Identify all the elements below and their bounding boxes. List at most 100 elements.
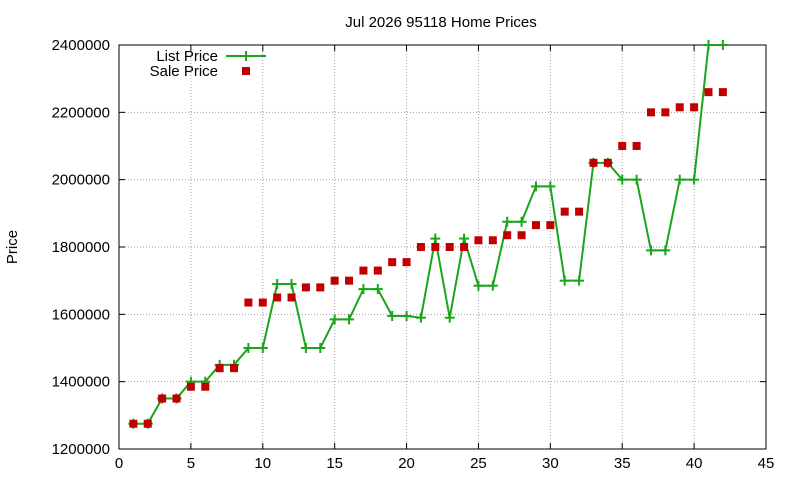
- y-tick-label: 2000000: [52, 172, 110, 189]
- data-point-list-price: [717, 40, 728, 50]
- x-tick-label: 5: [187, 455, 195, 472]
- data-point-sale-price: [143, 419, 152, 428]
- data-point-sale-price: [431, 243, 440, 251]
- data-point-sale-price: [402, 258, 411, 267]
- data-point-sale-price: [718, 88, 727, 97]
- y-tick-label: 2200000: [52, 104, 110, 121]
- data-point-sale-price: [488, 236, 497, 245]
- data-point-list-price: [473, 280, 484, 291]
- data-point-list-price: [645, 245, 656, 256]
- data-point-sale-price: [316, 283, 325, 292]
- data-point-list-price: [530, 181, 541, 192]
- data-point-list-price: [344, 314, 355, 325]
- x-tick-label: 35: [614, 455, 631, 472]
- axis-ticks: [118, 44, 767, 450]
- data-point-sale-price: [172, 394, 181, 403]
- legend-label-sale-price: Sale Price: [150, 63, 218, 80]
- x-tick-label: 20: [398, 455, 415, 472]
- data-point-list-price: [286, 279, 297, 290]
- chart-title: Jul 2026 95118 Home Prices: [345, 14, 537, 31]
- data-point-sale-price: [273, 293, 282, 302]
- x-tick-label: 10: [254, 455, 271, 472]
- data-point-sale-price: [474, 236, 483, 245]
- data-point-list-price: [617, 174, 628, 185]
- data-point-list-price: [674, 174, 685, 185]
- data-point-list-price: [559, 275, 570, 286]
- data-point-list-price: [329, 314, 340, 325]
- data-point-sale-price: [230, 364, 239, 373]
- y-tick-label: 1200000: [52, 441, 110, 458]
- data-point-sale-price: [460, 243, 469, 251]
- legend-label-list-price: List Price: [156, 48, 218, 65]
- data-point-list-price: [459, 233, 470, 244]
- data-point-list-price: [444, 312, 455, 323]
- data-point-sale-price: [244, 298, 253, 307]
- x-tick-label: 45: [758, 455, 775, 472]
- data-point-sale-price: [215, 364, 224, 373]
- data-point-list-price: [415, 312, 426, 323]
- data-point-list-price: [631, 174, 642, 185]
- y-tick-label: 1600000: [52, 306, 110, 323]
- data-point-list-price: [243, 343, 254, 353]
- data-point-sale-price: [129, 419, 138, 428]
- data-point-list-price: [387, 311, 398, 322]
- data-point-sale-price: [618, 142, 627, 150]
- x-tick-label: 0: [115, 455, 123, 472]
- x-tick-label: 30: [542, 455, 559, 472]
- legend-marker-list-price: [241, 51, 251, 61]
- grid: [119, 45, 766, 449]
- data-point-sale-price: [704, 88, 713, 97]
- x-tick-label: 15: [326, 455, 343, 472]
- data-point-sale-price: [503, 231, 512, 240]
- data-point-list-price: [689, 174, 700, 185]
- data-point-list-price: [703, 40, 714, 50]
- data-point-list-price: [660, 245, 671, 256]
- data-point-sale-price: [388, 258, 397, 267]
- tick-labels: 0 5 10 15 20 25 30 35 40 45 1200000 1400000 1600000 1…: [52, 37, 775, 472]
- data-point-sale-price: [301, 283, 310, 292]
- y-axis-label: Price: [4, 230, 21, 264]
- data-point-list-price: [401, 311, 412, 322]
- data-point-list-price: [502, 216, 513, 227]
- data-point-list-price: [516, 216, 527, 227]
- data-point-sale-price: [661, 108, 670, 117]
- y-tick-label: 1800000: [52, 239, 110, 256]
- data-point-sale-price: [373, 266, 382, 275]
- data-point-sale-price: [690, 103, 699, 112]
- data-point-list-price: [257, 343, 268, 353]
- data-point-sale-price: [258, 298, 267, 307]
- data-point-sale-price: [675, 103, 684, 112]
- data-point-sale-price: [646, 108, 655, 117]
- legend-marker-sale-price: [242, 67, 250, 75]
- data-point-list-price: [300, 343, 311, 353]
- data-point-list-price: [372, 284, 383, 295]
- data-point-sale-price: [416, 243, 425, 251]
- data-point-sale-price: [445, 243, 454, 251]
- data-point-list-price: [487, 280, 498, 291]
- data-point-sale-price: [575, 207, 584, 216]
- data-point-sale-price: [517, 231, 526, 240]
- y-tick-label: 1400000: [52, 374, 110, 391]
- data-point-sale-price: [560, 207, 569, 216]
- data-point-sale-price: [531, 221, 540, 230]
- data-point-list-price: [315, 343, 326, 353]
- data-point-sale-price: [546, 221, 555, 230]
- data-point-sale-price: [632, 142, 641, 150]
- data-point-sale-price: [603, 158, 612, 167]
- data-point-list-price: [430, 233, 441, 244]
- data-point-sale-price: [201, 382, 210, 391]
- data-point-list-price: [272, 279, 283, 290]
- data-point-sale-price: [158, 394, 167, 403]
- data-point-sale-price: [345, 276, 354, 285]
- data-point-list-price: [358, 284, 369, 295]
- x-tick-label: 40: [686, 455, 703, 472]
- x-tick-label: 25: [470, 455, 487, 472]
- data-point-sale-price: [186, 382, 195, 391]
- data-point-sale-price: [287, 293, 296, 302]
- data-point-sale-price: [359, 266, 368, 275]
- legend: List Price Sale Price: [150, 48, 266, 80]
- data-point-sale-price: [589, 158, 598, 167]
- y-tick-label: 2400000: [52, 37, 110, 54]
- series-layer: [128, 40, 728, 429]
